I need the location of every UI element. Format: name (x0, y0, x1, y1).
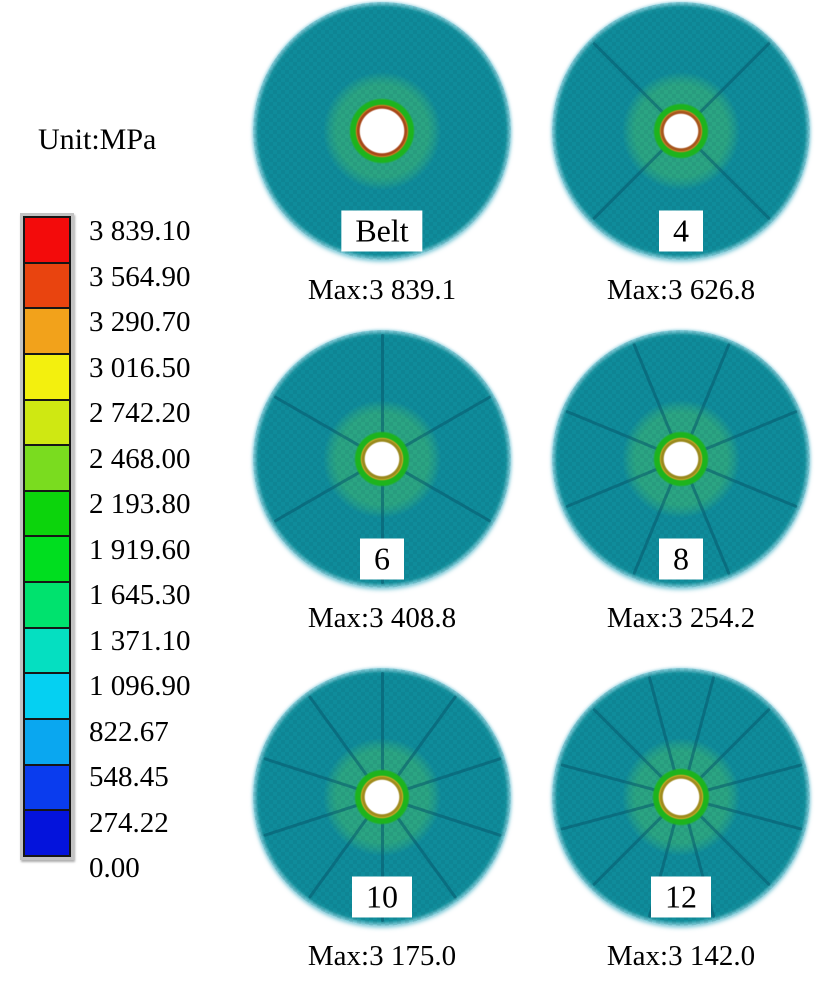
hub-4 (653, 103, 709, 159)
colorbar-cell-3 (25, 354, 69, 399)
legend-value-14: 0.00 (89, 852, 140, 884)
colorbar-cell-13 (25, 811, 69, 855)
colorbar-cell-1 (25, 263, 69, 308)
legend-value-6: 2 193.80 (89, 488, 191, 520)
disk-label-8: 8 (659, 538, 703, 580)
disk-group-6: 6 Max:3 408.8 (253, 330, 511, 634)
disk-max-caption-6: Max:3 408.8 (307, 602, 457, 634)
colorbar-cell-10 (25, 674, 69, 719)
disk-max-caption-12: Max:3 142.0 (606, 940, 756, 972)
disk-group-10: 10 Max:3 175.0 (253, 668, 511, 972)
colorbar-cell-9 (25, 628, 69, 673)
legend-value-12: 548.45 (89, 761, 169, 793)
colorbar-cell-8 (25, 583, 69, 627)
colorbar-cell-12 (25, 765, 69, 810)
legend-value-1: 3 564.90 (89, 261, 191, 293)
legend-value-13: 274.22 (89, 807, 169, 839)
disk-max-caption-4: Max:3 626.8 (606, 274, 756, 306)
colorbar-cell-0 (25, 218, 69, 262)
disk-group-8: 8 Max:3 254.2 (552, 330, 810, 634)
disk-label-4: 4 (659, 210, 703, 252)
hub-10 (354, 769, 410, 825)
disk-group-belt: Belt Max:3 839.1 (253, 2, 511, 306)
disk-max-caption-10: Max:3 175.0 (307, 940, 457, 972)
colorbar-cell-2 (25, 309, 69, 353)
colorbar-cell-7 (25, 537, 69, 582)
legend-value-5: 2 468.00 (89, 443, 191, 475)
legend-unit-label: Unit:MPa (38, 123, 157, 156)
legend-value-3: 3 016.50 (89, 352, 191, 384)
disk-label-belt: Belt (341, 210, 423, 252)
hub-8 (653, 431, 709, 487)
disk-label-10: 10 (352, 876, 412, 918)
legend-value-0: 3 839.10 (89, 215, 191, 247)
legend-value-9: 1 371.10 (89, 625, 191, 657)
colorbar (20, 213, 74, 860)
colorbar-cell-6 (25, 491, 69, 536)
legend-value-8: 1 645.30 (89, 579, 191, 611)
hub-12 (652, 768, 710, 826)
colorbar-cell-11 (25, 720, 69, 764)
disk-label-6: 6 (360, 538, 404, 580)
disk-max-caption-belt: Max:3 839.1 (307, 274, 457, 306)
hub-belt (349, 98, 415, 164)
legend-value-11: 822.67 (89, 716, 169, 748)
legend-value-7: 1 919.60 (89, 534, 191, 566)
colorbar-cell-4 (25, 400, 69, 445)
legend-value-10: 1 096.90 (89, 670, 191, 702)
disk-max-caption-8: Max:3 254.2 (606, 602, 756, 634)
hub-6 (354, 431, 410, 487)
legend-value-2: 3 290.70 (89, 306, 191, 338)
legend-value-4: 2 742.20 (89, 397, 191, 429)
colorbar-cell-5 (25, 446, 69, 490)
disk-10 (253, 668, 511, 926)
disk-label-12: 12 (651, 876, 711, 918)
disk-group-12: 12 Max:3 142.0 (552, 668, 810, 972)
disk-group-4: 4 Max:3 626.8 (552, 2, 810, 306)
